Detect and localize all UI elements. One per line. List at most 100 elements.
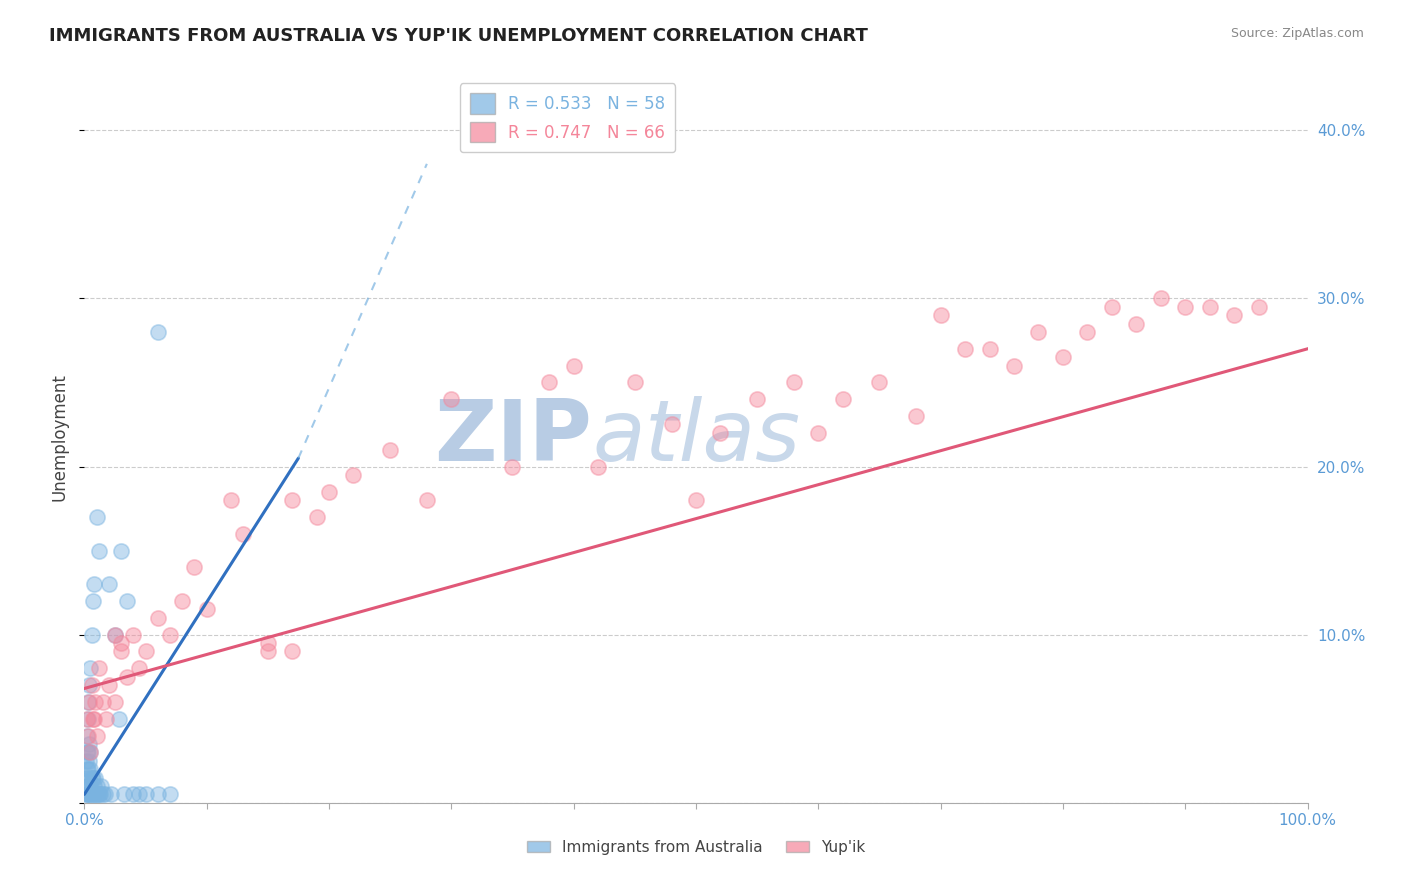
Point bbox=[79, 661, 101, 675]
Point bbox=[97, 577, 120, 591]
Point bbox=[89, 788, 111, 802]
Point bbox=[1076, 325, 1098, 339]
Point bbox=[281, 644, 304, 658]
Point bbox=[318, 484, 340, 499]
Point bbox=[342, 467, 364, 482]
Point bbox=[76, 762, 98, 776]
Point bbox=[219, 493, 242, 508]
Point bbox=[807, 425, 830, 440]
Point bbox=[79, 788, 101, 802]
Point bbox=[115, 670, 138, 684]
Point bbox=[1223, 308, 1246, 322]
Y-axis label: Unemployment: Unemployment bbox=[51, 373, 69, 501]
Point bbox=[76, 712, 98, 726]
Point bbox=[76, 788, 98, 802]
Point bbox=[97, 678, 120, 692]
Point bbox=[232, 526, 254, 541]
Point bbox=[586, 459, 609, 474]
Point bbox=[1174, 300, 1197, 314]
Point bbox=[90, 779, 112, 793]
Point bbox=[80, 771, 103, 785]
Point bbox=[135, 788, 157, 802]
Point bbox=[831, 392, 853, 407]
Point bbox=[77, 695, 100, 709]
Point bbox=[104, 627, 127, 641]
Point bbox=[128, 788, 150, 802]
Point bbox=[1198, 300, 1220, 314]
Point bbox=[75, 754, 97, 768]
Point bbox=[77, 771, 100, 785]
Point bbox=[502, 459, 524, 474]
Point bbox=[84, 771, 107, 785]
Point bbox=[107, 712, 129, 726]
Point bbox=[159, 788, 181, 802]
Point bbox=[380, 442, 402, 457]
Point bbox=[87, 788, 110, 802]
Point bbox=[104, 695, 127, 709]
Point bbox=[87, 661, 110, 675]
Point bbox=[281, 493, 304, 508]
Point bbox=[86, 729, 108, 743]
Point bbox=[183, 560, 205, 574]
Point bbox=[440, 392, 463, 407]
Point bbox=[77, 729, 100, 743]
Point bbox=[76, 779, 98, 793]
Point bbox=[146, 325, 169, 339]
Point bbox=[75, 788, 97, 802]
Point bbox=[79, 779, 101, 793]
Point bbox=[83, 712, 105, 726]
Point bbox=[146, 611, 169, 625]
Point bbox=[159, 627, 181, 641]
Point bbox=[83, 788, 105, 802]
Point bbox=[122, 627, 145, 641]
Point bbox=[77, 737, 100, 751]
Point bbox=[87, 788, 110, 802]
Text: Source: ZipAtlas.com: Source: ZipAtlas.com bbox=[1230, 27, 1364, 40]
Point bbox=[80, 627, 103, 641]
Point bbox=[77, 745, 100, 759]
Point bbox=[91, 788, 114, 802]
Point bbox=[1247, 300, 1270, 314]
Point bbox=[783, 376, 806, 390]
Point bbox=[1002, 359, 1025, 373]
Point bbox=[86, 510, 108, 524]
Point bbox=[75, 771, 97, 785]
Point bbox=[1150, 291, 1173, 305]
Point bbox=[416, 493, 439, 508]
Point bbox=[305, 510, 328, 524]
Point bbox=[77, 754, 100, 768]
Text: atlas: atlas bbox=[592, 395, 800, 479]
Point bbox=[953, 342, 976, 356]
Point bbox=[128, 661, 150, 675]
Point bbox=[82, 788, 104, 802]
Point bbox=[79, 745, 101, 759]
Point bbox=[112, 788, 135, 802]
Text: IMMIGRANTS FROM AUSTRALIA VS YUP'IK UNEMPLOYMENT CORRELATION CHART: IMMIGRANTS FROM AUSTRALIA VS YUP'IK UNEM… bbox=[49, 27, 868, 45]
Point bbox=[1125, 317, 1147, 331]
Point bbox=[77, 712, 100, 726]
Point bbox=[110, 644, 132, 658]
Point bbox=[79, 762, 101, 776]
Point bbox=[172, 594, 194, 608]
Point bbox=[1052, 350, 1074, 364]
Point bbox=[84, 695, 107, 709]
Point bbox=[905, 409, 928, 423]
Point bbox=[709, 425, 731, 440]
Point bbox=[77, 678, 100, 692]
Point bbox=[110, 636, 132, 650]
Point bbox=[661, 417, 683, 432]
Point bbox=[929, 308, 952, 322]
Point bbox=[76, 729, 98, 743]
Point bbox=[82, 771, 104, 785]
Point bbox=[77, 788, 100, 802]
Point bbox=[562, 359, 585, 373]
Point bbox=[77, 695, 100, 709]
Point bbox=[77, 788, 100, 802]
Point bbox=[87, 543, 110, 558]
Point bbox=[1028, 325, 1050, 339]
Point bbox=[80, 678, 103, 692]
Legend: Immigrants from Australia, Yup'ik: Immigrants from Australia, Yup'ik bbox=[520, 834, 872, 861]
Point bbox=[86, 779, 108, 793]
Point bbox=[110, 543, 132, 558]
Point bbox=[86, 788, 108, 802]
